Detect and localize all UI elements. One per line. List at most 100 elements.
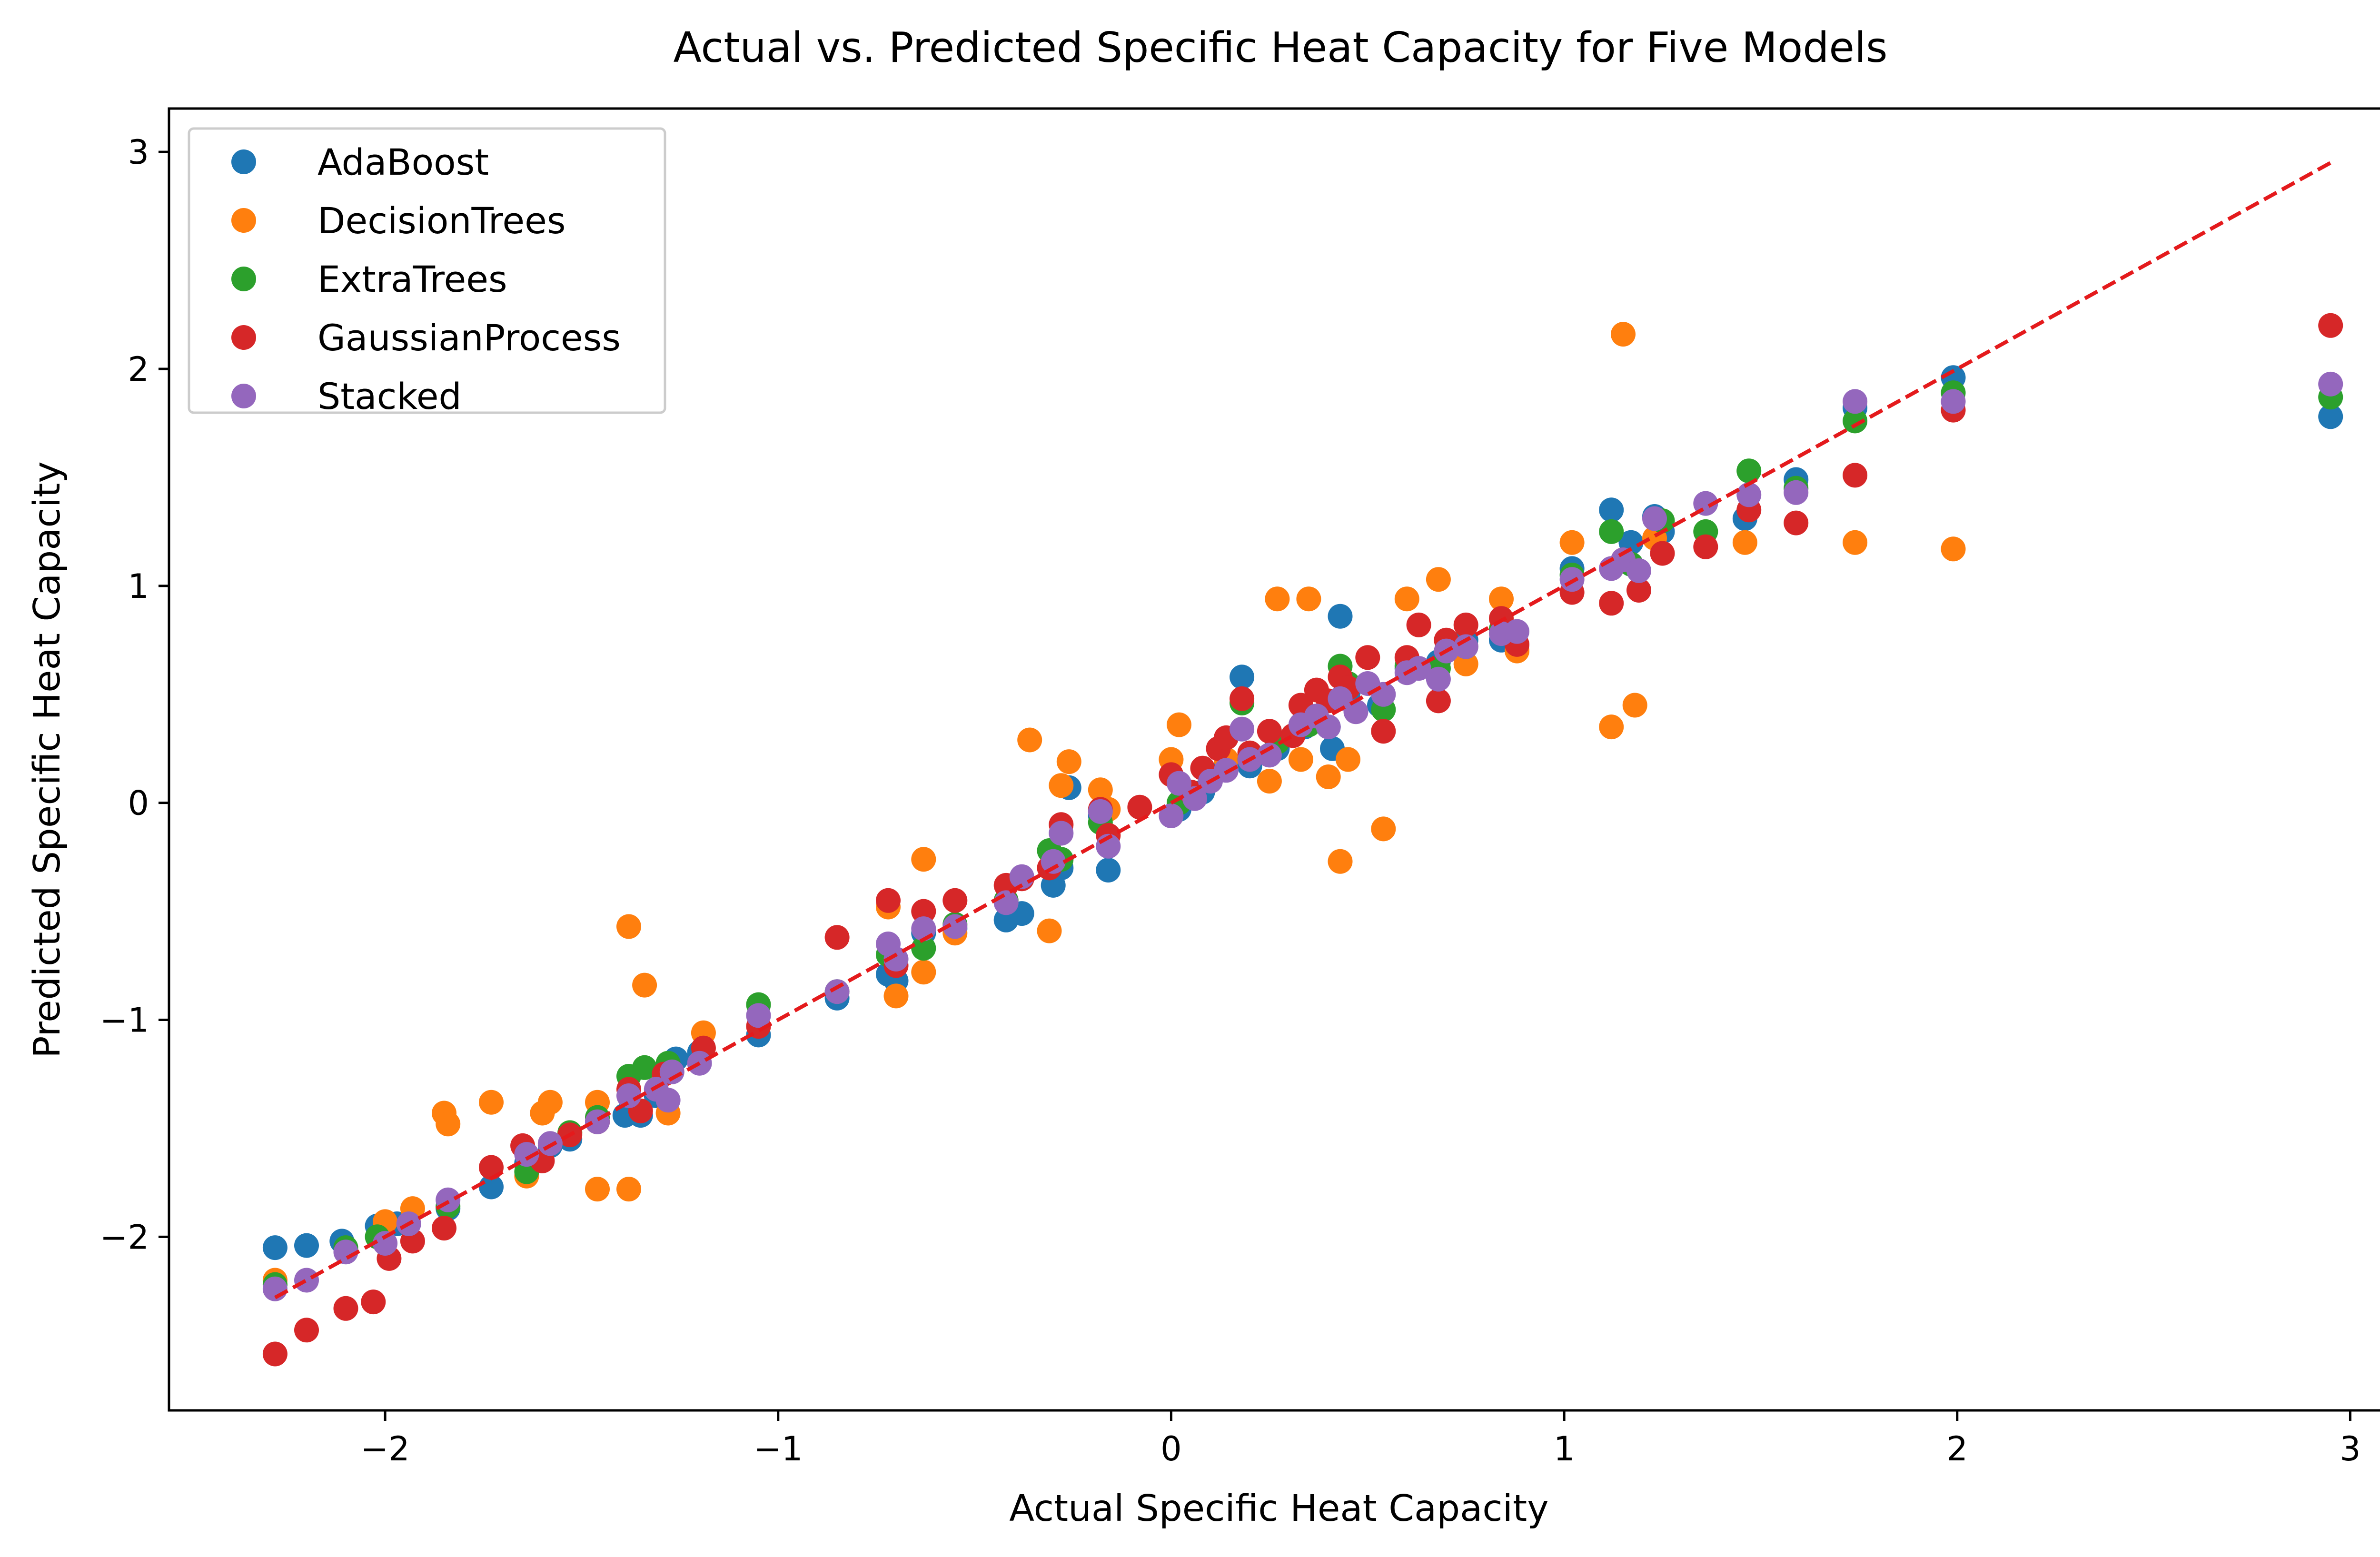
point-gaussianprocess-55 xyxy=(1626,578,1651,603)
x-tick-label: −1 xyxy=(754,1429,803,1468)
point-gaussianprocess-53 xyxy=(1599,591,1624,616)
point-decisiontrees-23 xyxy=(1037,918,1062,943)
point-gaussianprocess-1 xyxy=(294,1318,319,1343)
point-stacked-12 xyxy=(659,1059,684,1084)
point-gaussianprocess-36 xyxy=(1257,719,1282,744)
point-extratrees-8 xyxy=(632,1055,657,1080)
y-tick-label: 2 xyxy=(128,350,149,389)
y-tick-label: 1 xyxy=(128,567,149,606)
point-gaussianprocess-59 xyxy=(1784,510,1809,536)
point-stacked-21 xyxy=(1009,864,1034,889)
ticks-layer: −2 −1 0 1 2 3 −2 −1 0 1 2 3 xyxy=(100,133,2361,1468)
point-gaussianprocess-62 xyxy=(2318,313,2343,338)
point-stacked-57 xyxy=(1941,389,1966,414)
point-adaboost-54 xyxy=(2318,404,2343,429)
point-stacked-22 xyxy=(1041,849,1066,874)
point-decisiontrees-48 xyxy=(1622,693,1647,718)
point-decisiontrees-24 xyxy=(1049,773,1074,798)
legend-marker-adaboost xyxy=(231,149,256,174)
point-adaboost-27 xyxy=(1096,858,1121,883)
point-extratrees-38 xyxy=(1843,408,1868,434)
point-decisiontrees-36 xyxy=(1316,764,1341,789)
point-decisiontrees-13 xyxy=(616,1177,641,1202)
point-decisiontrees-26 xyxy=(1088,777,1113,803)
point-gaussianprocess-18 xyxy=(876,888,901,913)
point-adaboost-1 xyxy=(294,1233,319,1258)
point-extratrees-13 xyxy=(911,936,936,961)
point-gaussianprocess-21 xyxy=(942,888,968,913)
y-tick-label: 3 xyxy=(128,133,149,172)
point-decisiontrees-51 xyxy=(1843,530,1868,555)
point-stacked-11 xyxy=(655,1088,681,1113)
point-adaboost-46 xyxy=(1599,497,1624,523)
point-decisiontrees-38 xyxy=(1336,747,1360,772)
point-stacked-51 xyxy=(1626,558,1651,583)
point-stacked-27 xyxy=(1167,771,1191,796)
y-axis-label: Predicted Specific Heat Capacity xyxy=(26,461,69,1058)
point-stacked-47 xyxy=(1505,619,1529,644)
x-tick-label: 1 xyxy=(1554,1429,1575,1468)
point-gaussianprocess-46 xyxy=(1406,612,1431,637)
legend-marker-extratrees xyxy=(231,267,256,291)
point-decisiontrees-19 xyxy=(911,847,936,872)
legend-marker-decisiontrees xyxy=(231,208,256,233)
marks-layer xyxy=(262,161,2343,1367)
x-tick-label: 2 xyxy=(1946,1429,1968,1468)
point-stacked-40 xyxy=(1371,682,1396,707)
point-decisiontrees-45 xyxy=(1559,530,1585,555)
point-stacked-56 xyxy=(1843,389,1868,414)
point-decisiontrees-12 xyxy=(616,914,641,939)
point-decisiontrees-52 xyxy=(1941,536,1966,562)
point-stacked-15 xyxy=(824,979,850,1004)
point-gaussianprocess-2 xyxy=(333,1296,358,1321)
point-stacked-36 xyxy=(1316,714,1341,740)
point-stacked-33 xyxy=(1257,743,1282,768)
point-stacked-55 xyxy=(1784,480,1809,505)
point-gaussianprocess-20 xyxy=(911,899,936,924)
point-decisiontrees-33 xyxy=(1265,586,1290,612)
point-decisiontrees-29 xyxy=(1167,712,1191,737)
point-decisiontrees-37 xyxy=(1328,849,1353,874)
y-tick-label: −1 xyxy=(100,1001,149,1040)
point-stacked-14 xyxy=(746,1003,771,1028)
point-gaussianprocess-43 xyxy=(1355,645,1380,670)
point-stacked-20 xyxy=(993,890,1019,915)
point-decisiontrees-46 xyxy=(1599,714,1624,740)
legend-frame xyxy=(188,127,666,414)
point-decisiontrees-22 xyxy=(1017,727,1042,753)
point-adaboost-0 xyxy=(262,1235,288,1260)
point-decisiontrees-18 xyxy=(883,983,909,1009)
point-stacked-52 xyxy=(1642,506,1667,531)
legend-label-gaussianprocess: GaussianProcess xyxy=(317,317,621,359)
plot-frame xyxy=(168,107,2380,1412)
point-stacked-17 xyxy=(883,946,909,972)
point-gaussianprocess-0 xyxy=(262,1341,288,1367)
point-stacked-43 xyxy=(1426,666,1451,692)
point-decisiontrees-25 xyxy=(1056,749,1081,774)
point-decisiontrees-5 xyxy=(479,1090,504,1115)
point-stacked-3 xyxy=(373,1231,398,1256)
point-decisiontrees-4 xyxy=(436,1111,461,1137)
legend-label-extratrees: ExtraTrees xyxy=(317,258,507,300)
point-stacked-30 xyxy=(1214,758,1239,783)
point-gaussianprocess-28 xyxy=(1127,794,1152,820)
point-extratrees-36 xyxy=(1736,458,1762,484)
point-gaussianprocess-3 xyxy=(361,1289,386,1315)
point-decisiontrees-47 xyxy=(1611,322,1636,347)
point-decisiontrees-35 xyxy=(1296,586,1321,612)
legend: AdaBoost DecisionTrees ExtraTrees GaussianP… xyxy=(188,127,666,417)
point-decisiontrees-10 xyxy=(585,1177,610,1202)
point-stacked-9 xyxy=(616,1083,641,1108)
point-stacked-54 xyxy=(1736,482,1762,507)
point-decisiontrees-20 xyxy=(911,960,936,985)
point-gaussianprocess-7 xyxy=(479,1155,504,1180)
x-tick-label: 0 xyxy=(1160,1429,1182,1468)
point-gaussianprocess-60 xyxy=(1843,463,1868,488)
x-axis-label: Actual Specific Heat Capacity xyxy=(1009,1488,1549,1530)
point-gaussianprocess-34 xyxy=(1230,686,1255,711)
point-stacked-1 xyxy=(294,1268,319,1293)
legend-marker-gaussianprocess xyxy=(231,325,256,350)
point-stacked-38 xyxy=(1343,699,1368,724)
legend-label-stacked: Stacked xyxy=(317,375,462,417)
